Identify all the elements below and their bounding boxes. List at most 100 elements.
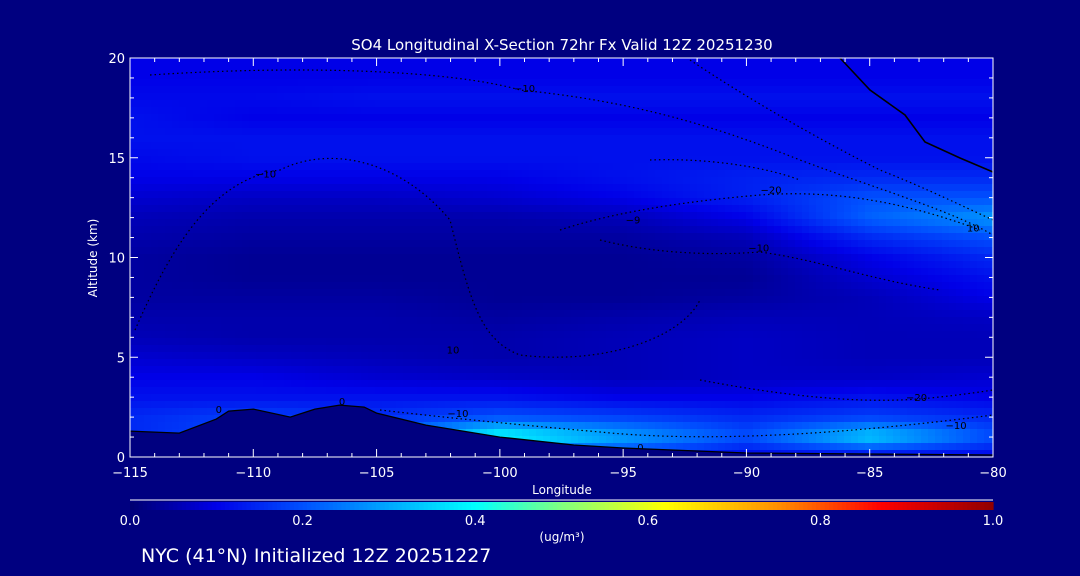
- heatmap-cell: [256, 366, 264, 374]
- heatmap-cell: [662, 184, 670, 192]
- heatmap-cell: [431, 156, 439, 164]
- heatmap-cell: [403, 100, 411, 108]
- heatmap-cell: [375, 296, 383, 304]
- heatmap-cell: [606, 93, 614, 101]
- heatmap-cell: [242, 121, 250, 129]
- heatmap-cell: [165, 401, 173, 409]
- heatmap-cell: [144, 373, 152, 381]
- heatmap-cell: [676, 401, 684, 409]
- heatmap-cell: [466, 303, 474, 311]
- heatmap-cell: [263, 198, 271, 206]
- heatmap-cell: [389, 310, 397, 318]
- heatmap-cell: [291, 296, 299, 304]
- heatmap-cell: [417, 268, 425, 276]
- heatmap-cell: [536, 79, 544, 87]
- heatmap-cell: [368, 275, 376, 283]
- heatmap-cell: [382, 289, 390, 297]
- heatmap-cell: [347, 331, 355, 339]
- heatmap-cell: [298, 142, 306, 150]
- heatmap-cell: [578, 261, 586, 269]
- heatmap-cell: [270, 156, 278, 164]
- heatmap-cell: [613, 401, 621, 409]
- heatmap-cell: [375, 198, 383, 206]
- heatmap-cell: [354, 107, 362, 115]
- heatmap-cell: [172, 282, 180, 290]
- heatmap-cell: [228, 205, 236, 213]
- heatmap-cell: [361, 345, 369, 353]
- heatmap-cell: [417, 156, 425, 164]
- heatmap-cell: [655, 184, 663, 192]
- heatmap-cell: [242, 254, 250, 262]
- heatmap-cell: [732, 380, 740, 388]
- heatmap-cell: [382, 380, 390, 388]
- heatmap-cell: [340, 191, 348, 199]
- heatmap-cell: [501, 366, 509, 374]
- heatmap-cell: [438, 387, 446, 395]
- heatmap-cell: [354, 394, 362, 402]
- heatmap-cell: [592, 114, 600, 122]
- heatmap-cell: [683, 380, 691, 388]
- heatmap-cell: [298, 107, 306, 115]
- heatmap-cell: [725, 415, 733, 423]
- heatmap-cell: [445, 366, 453, 374]
- heatmap-cell: [284, 275, 292, 283]
- heatmap-cell: [466, 282, 474, 290]
- heatmap-cell: [711, 128, 719, 136]
- heatmap-cell: [389, 282, 397, 290]
- heatmap-cell: [179, 128, 187, 136]
- heatmap-cell: [718, 100, 726, 108]
- heatmap-cell: [389, 331, 397, 339]
- heatmap-cell: [550, 359, 558, 367]
- heatmap-cell: [711, 352, 719, 360]
- heatmap-cell: [522, 422, 530, 430]
- heatmap-cell: [207, 401, 215, 409]
- heatmap-cell: [564, 331, 572, 339]
- heatmap-cell: [473, 317, 481, 325]
- heatmap-cell: [648, 219, 656, 227]
- heatmap-cell: [319, 275, 327, 283]
- heatmap-cell: [270, 198, 278, 206]
- heatmap-cell: [354, 149, 362, 157]
- heatmap-cell: [620, 163, 628, 171]
- heatmap-cell: [361, 65, 369, 73]
- heatmap-cell: [522, 205, 530, 213]
- heatmap-cell: [312, 345, 320, 353]
- heatmap-cell: [326, 275, 334, 283]
- heatmap-cell: [613, 394, 621, 402]
- heatmap-cell: [354, 366, 362, 374]
- heatmap-cell: [592, 436, 600, 444]
- heatmap-cell: [235, 324, 243, 332]
- heatmap-cell: [298, 121, 306, 129]
- heatmap-cell: [571, 240, 579, 248]
- heatmap-cell: [214, 212, 222, 220]
- heatmap-cell: [452, 135, 460, 143]
- heatmap-cell: [683, 373, 691, 381]
- heatmap-cell: [571, 331, 579, 339]
- heatmap-cell: [536, 58, 544, 66]
- heatmap-cell: [368, 310, 376, 318]
- heatmap-cell: [459, 226, 467, 234]
- heatmap-cell: [473, 170, 481, 178]
- heatmap-cell: [606, 275, 614, 283]
- heatmap-cell: [620, 170, 628, 178]
- heatmap-cell: [214, 135, 222, 143]
- heatmap-cell: [711, 79, 719, 87]
- heatmap-cell: [298, 58, 306, 66]
- heatmap-cell: [739, 163, 747, 171]
- heatmap-cell: [158, 212, 166, 220]
- heatmap-cell: [606, 387, 614, 395]
- heatmap-cell: [669, 247, 677, 255]
- heatmap-cell: [606, 170, 614, 178]
- heatmap-cell: [536, 282, 544, 290]
- heatmap-cell: [599, 247, 607, 255]
- heatmap-cell: [522, 366, 530, 374]
- heatmap-cell: [172, 247, 180, 255]
- heatmap-cell: [515, 149, 523, 157]
- heatmap-cell: [354, 142, 362, 150]
- heatmap-cell: [627, 156, 635, 164]
- heatmap-cell: [410, 380, 418, 388]
- heatmap-cell: [403, 289, 411, 297]
- heatmap-cell: [585, 303, 593, 311]
- heatmap-cell: [557, 219, 565, 227]
- heatmap-cell: [270, 114, 278, 122]
